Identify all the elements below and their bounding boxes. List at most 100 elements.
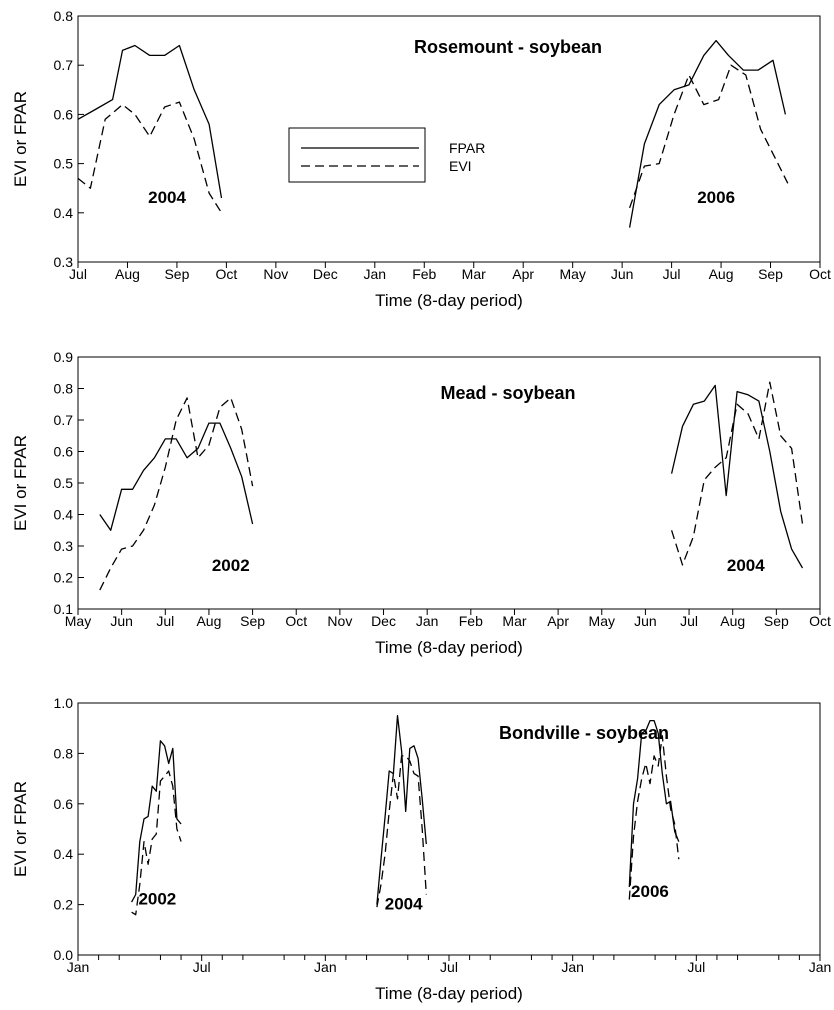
y-tick-label: 0.0	[54, 947, 74, 963]
x-tick-label: Apr	[547, 613, 569, 629]
legend-label-evi: EVI	[449, 158, 472, 174]
legend-label-fpar: FPAR	[449, 140, 485, 156]
series-fpar-line	[628, 719, 680, 888]
x-tick-label: Oct	[216, 266, 238, 282]
x-tick-label: Jan	[561, 959, 584, 975]
y-tick-label: 0.3	[54, 254, 74, 270]
y-tick-label: 0.4	[54, 205, 74, 221]
y-tick-label: 0.6	[54, 106, 74, 122]
x-tick-label: Mar	[502, 613, 526, 629]
series-fpar-line	[131, 740, 182, 903]
y-tick-label: 1.0	[54, 695, 74, 711]
series-evi-line	[77, 101, 223, 214]
y-tick-label: 0.8	[54, 745, 74, 761]
y-tick-label: 0.3	[54, 538, 74, 554]
x-tick-label: Sep	[758, 266, 783, 282]
series-fpar-line	[376, 714, 427, 905]
y-axis-label: EVI or FPAR	[11, 435, 30, 531]
series-fpar-line	[77, 44, 223, 199]
panel-3: 0.0 0.2 0.4 0.6 0.8 1.0 Jan Jul Jan Jul Jan Jul Jan T…	[11, 695, 831, 1003]
series-evi-line	[628, 735, 680, 900]
year-label: 2004	[385, 895, 423, 914]
x-tick-label: Jun	[110, 613, 133, 629]
y-tick-label: 0.8	[54, 8, 74, 24]
chart-title: Rosemount - soybean	[414, 37, 602, 57]
y-axis-label: EVI or FPAR	[11, 781, 30, 877]
x-tick-label: Jan	[809, 959, 832, 975]
x-tick-label: Nov	[327, 613, 352, 629]
year-label: 2006	[697, 188, 735, 207]
x-tick-label: Jul	[663, 266, 681, 282]
x-tick-label: Aug	[115, 266, 140, 282]
y-tick-label: 0.7	[54, 57, 74, 73]
series-fpar-line	[99, 422, 254, 531]
x-tick-label: Jan	[67, 959, 90, 975]
series-evi-line	[131, 770, 182, 916]
series-evi-line	[670, 381, 804, 566]
x-tick-label: Mar	[462, 266, 486, 282]
x-tick-label: Jan	[314, 959, 337, 975]
year-label: 2002	[138, 890, 176, 909]
x-tick-label: Jul	[680, 613, 698, 629]
x-tick-label: Dec	[371, 613, 396, 629]
y-tick-label: 0.5	[54, 156, 74, 172]
x-tick-label: Oct	[809, 266, 831, 282]
y-tick-label: 0.1	[54, 601, 74, 617]
year-label: 2004	[148, 188, 186, 207]
y-tick-label: 0.2	[54, 570, 74, 586]
series-evi-line	[99, 397, 254, 591]
x-tick-label: Aug	[196, 613, 221, 629]
legend: FPAR EVI	[288, 127, 485, 183]
x-tick-label: Sep	[764, 613, 789, 629]
series-fpar-line	[628, 39, 787, 228]
x-axis-label: Time (8-day period)	[375, 984, 523, 1003]
plot-frame	[77, 15, 821, 263]
x-tick-label: Jul	[69, 266, 87, 282]
y-axis-label: EVI or FPAR	[11, 91, 30, 187]
y-tick-label: 0.9	[54, 349, 74, 365]
x-tick-label: Sep	[240, 613, 265, 629]
y-tick-label: 0.5	[54, 475, 74, 491]
x-axis-label: Time (8-day period)	[375, 291, 523, 310]
x-tick-label: May	[589, 613, 615, 629]
x-tick-label: Oct	[809, 613, 831, 629]
x-tick-label: Jun	[611, 266, 634, 282]
x-tick-label: Feb	[412, 266, 436, 282]
y-tick-label: 0.7	[54, 412, 74, 428]
x-tick-label: Jan	[364, 266, 387, 282]
x-axis-label: Time (8-day period)	[375, 638, 523, 657]
chart-title: Mead - soybean	[440, 383, 575, 403]
x-tick-label: Jul	[687, 959, 705, 975]
x-tick-label: Aug	[720, 613, 745, 629]
x-tick-label: Jul	[156, 613, 174, 629]
x-tick-label: Nov	[263, 266, 288, 282]
series-evi-line	[376, 755, 427, 908]
year-label: 2006	[631, 882, 669, 901]
x-tick-label: Sep	[164, 266, 189, 282]
y-tick-label: 0.4	[54, 507, 74, 523]
y-tick-label: 0.2	[54, 897, 74, 913]
series-fpar-line	[670, 384, 804, 569]
x-tick-label: May	[65, 613, 91, 629]
x-tick-label: Jul	[193, 959, 211, 975]
x-tick-label: Oct	[285, 613, 307, 629]
chart-title: Bondville - soybean	[499, 723, 669, 743]
x-tick-label: May	[559, 266, 585, 282]
year-label: 2004	[727, 556, 765, 575]
year-label: 2002	[212, 556, 250, 575]
panel-2: 0.1 0.2 0.3 0.4 0.5 0.6 0.7 0.8 0.9 May Jun Jul Aug S…	[11, 349, 831, 657]
x-tick-label: Aug	[709, 266, 734, 282]
x-tick-label: Feb	[459, 613, 483, 629]
series-evi-line	[628, 64, 789, 209]
x-tick-label: Jan	[416, 613, 439, 629]
y-tick-label: 0.6	[54, 796, 74, 812]
y-tick-label: 0.8	[54, 381, 74, 397]
legend-box	[288, 127, 426, 183]
plot-frame	[77, 702, 821, 956]
y-tick-label: 0.6	[54, 444, 74, 460]
x-tick-label: Apr	[512, 266, 534, 282]
y-tick-label: 0.4	[54, 846, 74, 862]
panel-1: 0.3 0.4 0.5 0.6 0.7 0.8 Jul Aug Sep Oct Nov Dec Jan F…	[11, 8, 831, 310]
x-tick-label: Jul	[440, 959, 458, 975]
